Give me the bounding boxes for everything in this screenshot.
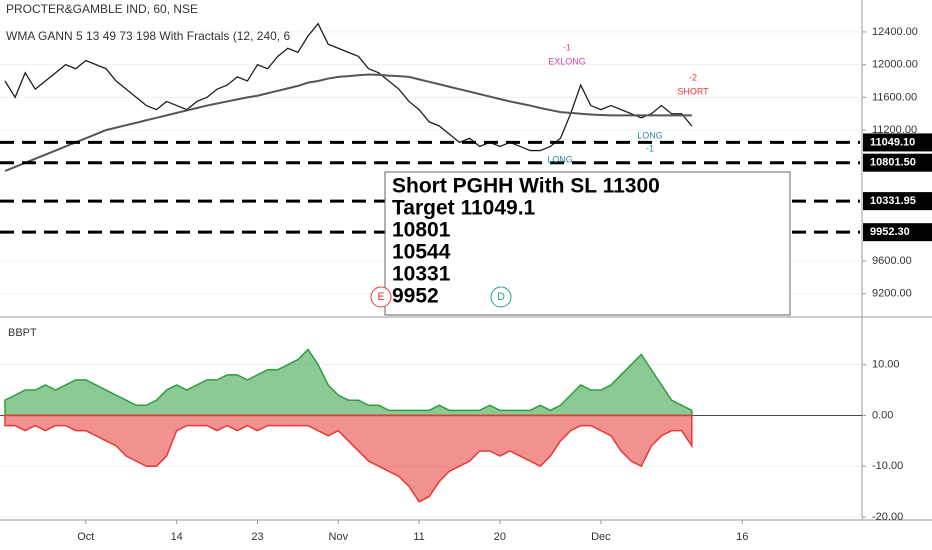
note-line: 10544: [392, 241, 451, 264]
signal-label: LONG: [547, 154, 573, 164]
indicator-title: WMA GANN 5 13 49 73 198 With Fractals (1…: [6, 29, 290, 43]
y-tick-label: -20.00: [872, 511, 903, 523]
note-box: [384, 171, 791, 316]
oscillator-title: BBPT: [8, 327, 37, 339]
x-tick-label: 23: [251, 531, 263, 543]
y-tick-label: 9600.00: [872, 255, 912, 267]
level-label: 10331.95: [870, 195, 916, 207]
y-tick-label: 10.00: [872, 359, 900, 371]
price-line: [4, 22, 693, 152]
event-label[interactable]: D: [497, 291, 505, 303]
note-line: 10801: [392, 219, 451, 242]
y-tick-label: -10.00: [872, 460, 903, 472]
x-tick-label: 16: [736, 531, 748, 543]
x-tick-label: 11: [413, 531, 424, 543]
x-tick-label: Nov: [329, 531, 349, 543]
note-line: 9952: [392, 285, 439, 308]
y-tick-label: 12400.00: [872, 26, 918, 38]
level-tag: [863, 223, 932, 242]
level-tag: [863, 192, 932, 211]
note-line: Target 11049.1: [392, 197, 536, 220]
event-marker[interactable]: [370, 286, 392, 308]
event-marker[interactable]: [490, 286, 512, 308]
y-tick-label: 11600.00: [872, 91, 917, 103]
x-tick-label: Dec: [591, 531, 611, 543]
oscillator-area: [4, 348, 693, 417]
x-tick-label: 20: [494, 531, 506, 543]
y-tick-label: 12000.00: [872, 59, 918, 71]
chart-title: PROCTER&GAMBLE IND, 60, NSE: [6, 2, 198, 16]
price-line: [4, 73, 692, 172]
y-tick-label: 9200.00: [872, 288, 912, 300]
y-tick-label: 0.00: [872, 409, 893, 421]
x-tick-label: 14: [171, 531, 183, 543]
signal-label: -1: [563, 42, 571, 52]
x-tick-label: Oct: [77, 531, 94, 543]
oscillator-area: [4, 414, 693, 503]
note-line: 10331: [392, 263, 451, 286]
level-tag: [863, 133, 932, 152]
signal-label: -2: [689, 72, 697, 82]
level-label: 11049.10: [870, 136, 915, 148]
y-tick-label: 11200.00: [872, 124, 917, 136]
level-label: 9952.30: [870, 226, 910, 238]
signal-label: -1: [646, 143, 654, 153]
signal-label: EXLONG: [548, 56, 586, 66]
level-tag: [863, 153, 932, 172]
level-label: 10801.50: [870, 157, 916, 169]
event-label[interactable]: E: [377, 291, 384, 303]
signal-label: SHORT: [677, 86, 709, 96]
signal-label: LONG: [637, 130, 663, 140]
note-line: Short PGHH With SL 11300: [392, 175, 660, 198]
